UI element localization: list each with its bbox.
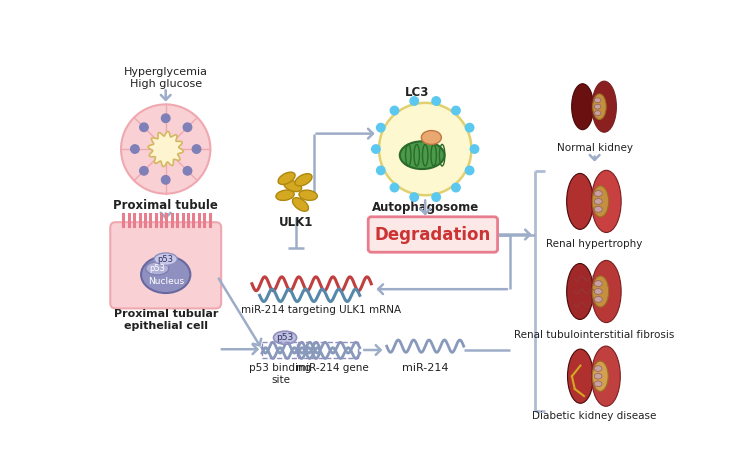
Ellipse shape xyxy=(154,253,177,265)
Ellipse shape xyxy=(594,191,602,196)
Circle shape xyxy=(470,145,479,153)
Polygon shape xyxy=(148,132,183,167)
Circle shape xyxy=(139,123,148,132)
Text: Renal hypertrophy: Renal hypertrophy xyxy=(546,239,643,249)
Ellipse shape xyxy=(572,84,593,130)
Circle shape xyxy=(193,145,201,153)
Ellipse shape xyxy=(568,349,593,403)
Text: Proximal tubular
epithelial cell: Proximal tubular epithelial cell xyxy=(114,309,218,331)
Bar xyxy=(262,342,297,358)
Text: p53: p53 xyxy=(277,333,294,342)
Text: ULK1: ULK1 xyxy=(279,216,313,229)
Circle shape xyxy=(162,114,170,122)
Circle shape xyxy=(121,104,210,194)
Circle shape xyxy=(432,193,441,202)
Ellipse shape xyxy=(278,172,295,185)
Text: Degradation: Degradation xyxy=(375,226,491,244)
Ellipse shape xyxy=(276,190,294,201)
Ellipse shape xyxy=(594,381,602,387)
Ellipse shape xyxy=(295,174,312,186)
Text: miR-214 gene: miR-214 gene xyxy=(297,363,369,373)
Ellipse shape xyxy=(567,263,593,320)
Circle shape xyxy=(432,97,441,105)
Ellipse shape xyxy=(593,94,606,119)
Text: p53 binding
site: p53 binding site xyxy=(249,363,311,385)
Ellipse shape xyxy=(594,281,602,287)
FancyBboxPatch shape xyxy=(110,222,221,308)
Ellipse shape xyxy=(274,331,297,344)
Ellipse shape xyxy=(421,131,441,144)
Ellipse shape xyxy=(284,180,302,192)
Ellipse shape xyxy=(594,111,601,116)
Ellipse shape xyxy=(594,373,602,379)
Ellipse shape xyxy=(594,98,601,102)
Circle shape xyxy=(162,176,170,184)
Text: p53: p53 xyxy=(158,255,173,264)
Ellipse shape xyxy=(145,262,169,275)
Circle shape xyxy=(466,166,474,175)
Circle shape xyxy=(452,106,461,115)
Text: miR-214: miR-214 xyxy=(402,363,449,373)
Circle shape xyxy=(379,103,472,195)
Ellipse shape xyxy=(594,206,602,212)
Ellipse shape xyxy=(593,186,609,217)
Circle shape xyxy=(183,123,192,132)
Ellipse shape xyxy=(591,170,621,233)
Bar xyxy=(298,342,358,358)
Ellipse shape xyxy=(591,261,621,322)
Ellipse shape xyxy=(292,198,308,211)
Ellipse shape xyxy=(594,296,602,303)
Text: Proximal tubule: Proximal tubule xyxy=(113,199,218,212)
Text: Diabetic kidney disease: Diabetic kidney disease xyxy=(532,411,657,421)
Ellipse shape xyxy=(593,361,608,391)
Text: Nucleus: Nucleus xyxy=(148,277,184,286)
Ellipse shape xyxy=(400,141,444,169)
Circle shape xyxy=(131,145,139,153)
Circle shape xyxy=(376,123,385,132)
Text: LC3: LC3 xyxy=(405,86,430,99)
Circle shape xyxy=(139,167,148,175)
Circle shape xyxy=(410,193,418,202)
Circle shape xyxy=(183,167,192,175)
Circle shape xyxy=(376,166,385,175)
Circle shape xyxy=(390,183,399,192)
Circle shape xyxy=(390,106,399,115)
Ellipse shape xyxy=(594,104,601,109)
Circle shape xyxy=(466,123,474,132)
Ellipse shape xyxy=(593,276,609,307)
Circle shape xyxy=(410,97,418,105)
Ellipse shape xyxy=(594,288,602,295)
Ellipse shape xyxy=(592,81,616,132)
Ellipse shape xyxy=(594,366,602,371)
Text: Hyperglycemia
High glucose: Hyperglycemia High glucose xyxy=(124,67,207,89)
Circle shape xyxy=(452,183,461,192)
Ellipse shape xyxy=(594,198,602,204)
Text: Normal kidney: Normal kidney xyxy=(556,143,632,153)
Text: Autophagosome: Autophagosome xyxy=(371,202,479,214)
Circle shape xyxy=(372,145,380,153)
Ellipse shape xyxy=(141,256,190,293)
Text: miR-214 targeting ULK1 mRNA: miR-214 targeting ULK1 mRNA xyxy=(241,305,401,315)
Ellipse shape xyxy=(299,190,317,200)
Ellipse shape xyxy=(567,173,593,229)
Ellipse shape xyxy=(592,346,621,406)
Text: p53: p53 xyxy=(149,264,165,273)
FancyBboxPatch shape xyxy=(368,217,497,252)
Text: Renal tubulointerstitial fibrosis: Renal tubulointerstitial fibrosis xyxy=(514,330,675,340)
